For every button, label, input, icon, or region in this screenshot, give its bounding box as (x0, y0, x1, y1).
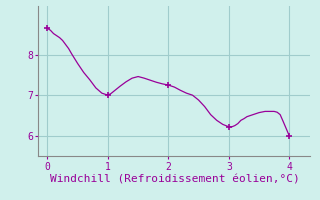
X-axis label: Windchill (Refroidissement éolien,°C): Windchill (Refroidissement éolien,°C) (50, 174, 299, 184)
